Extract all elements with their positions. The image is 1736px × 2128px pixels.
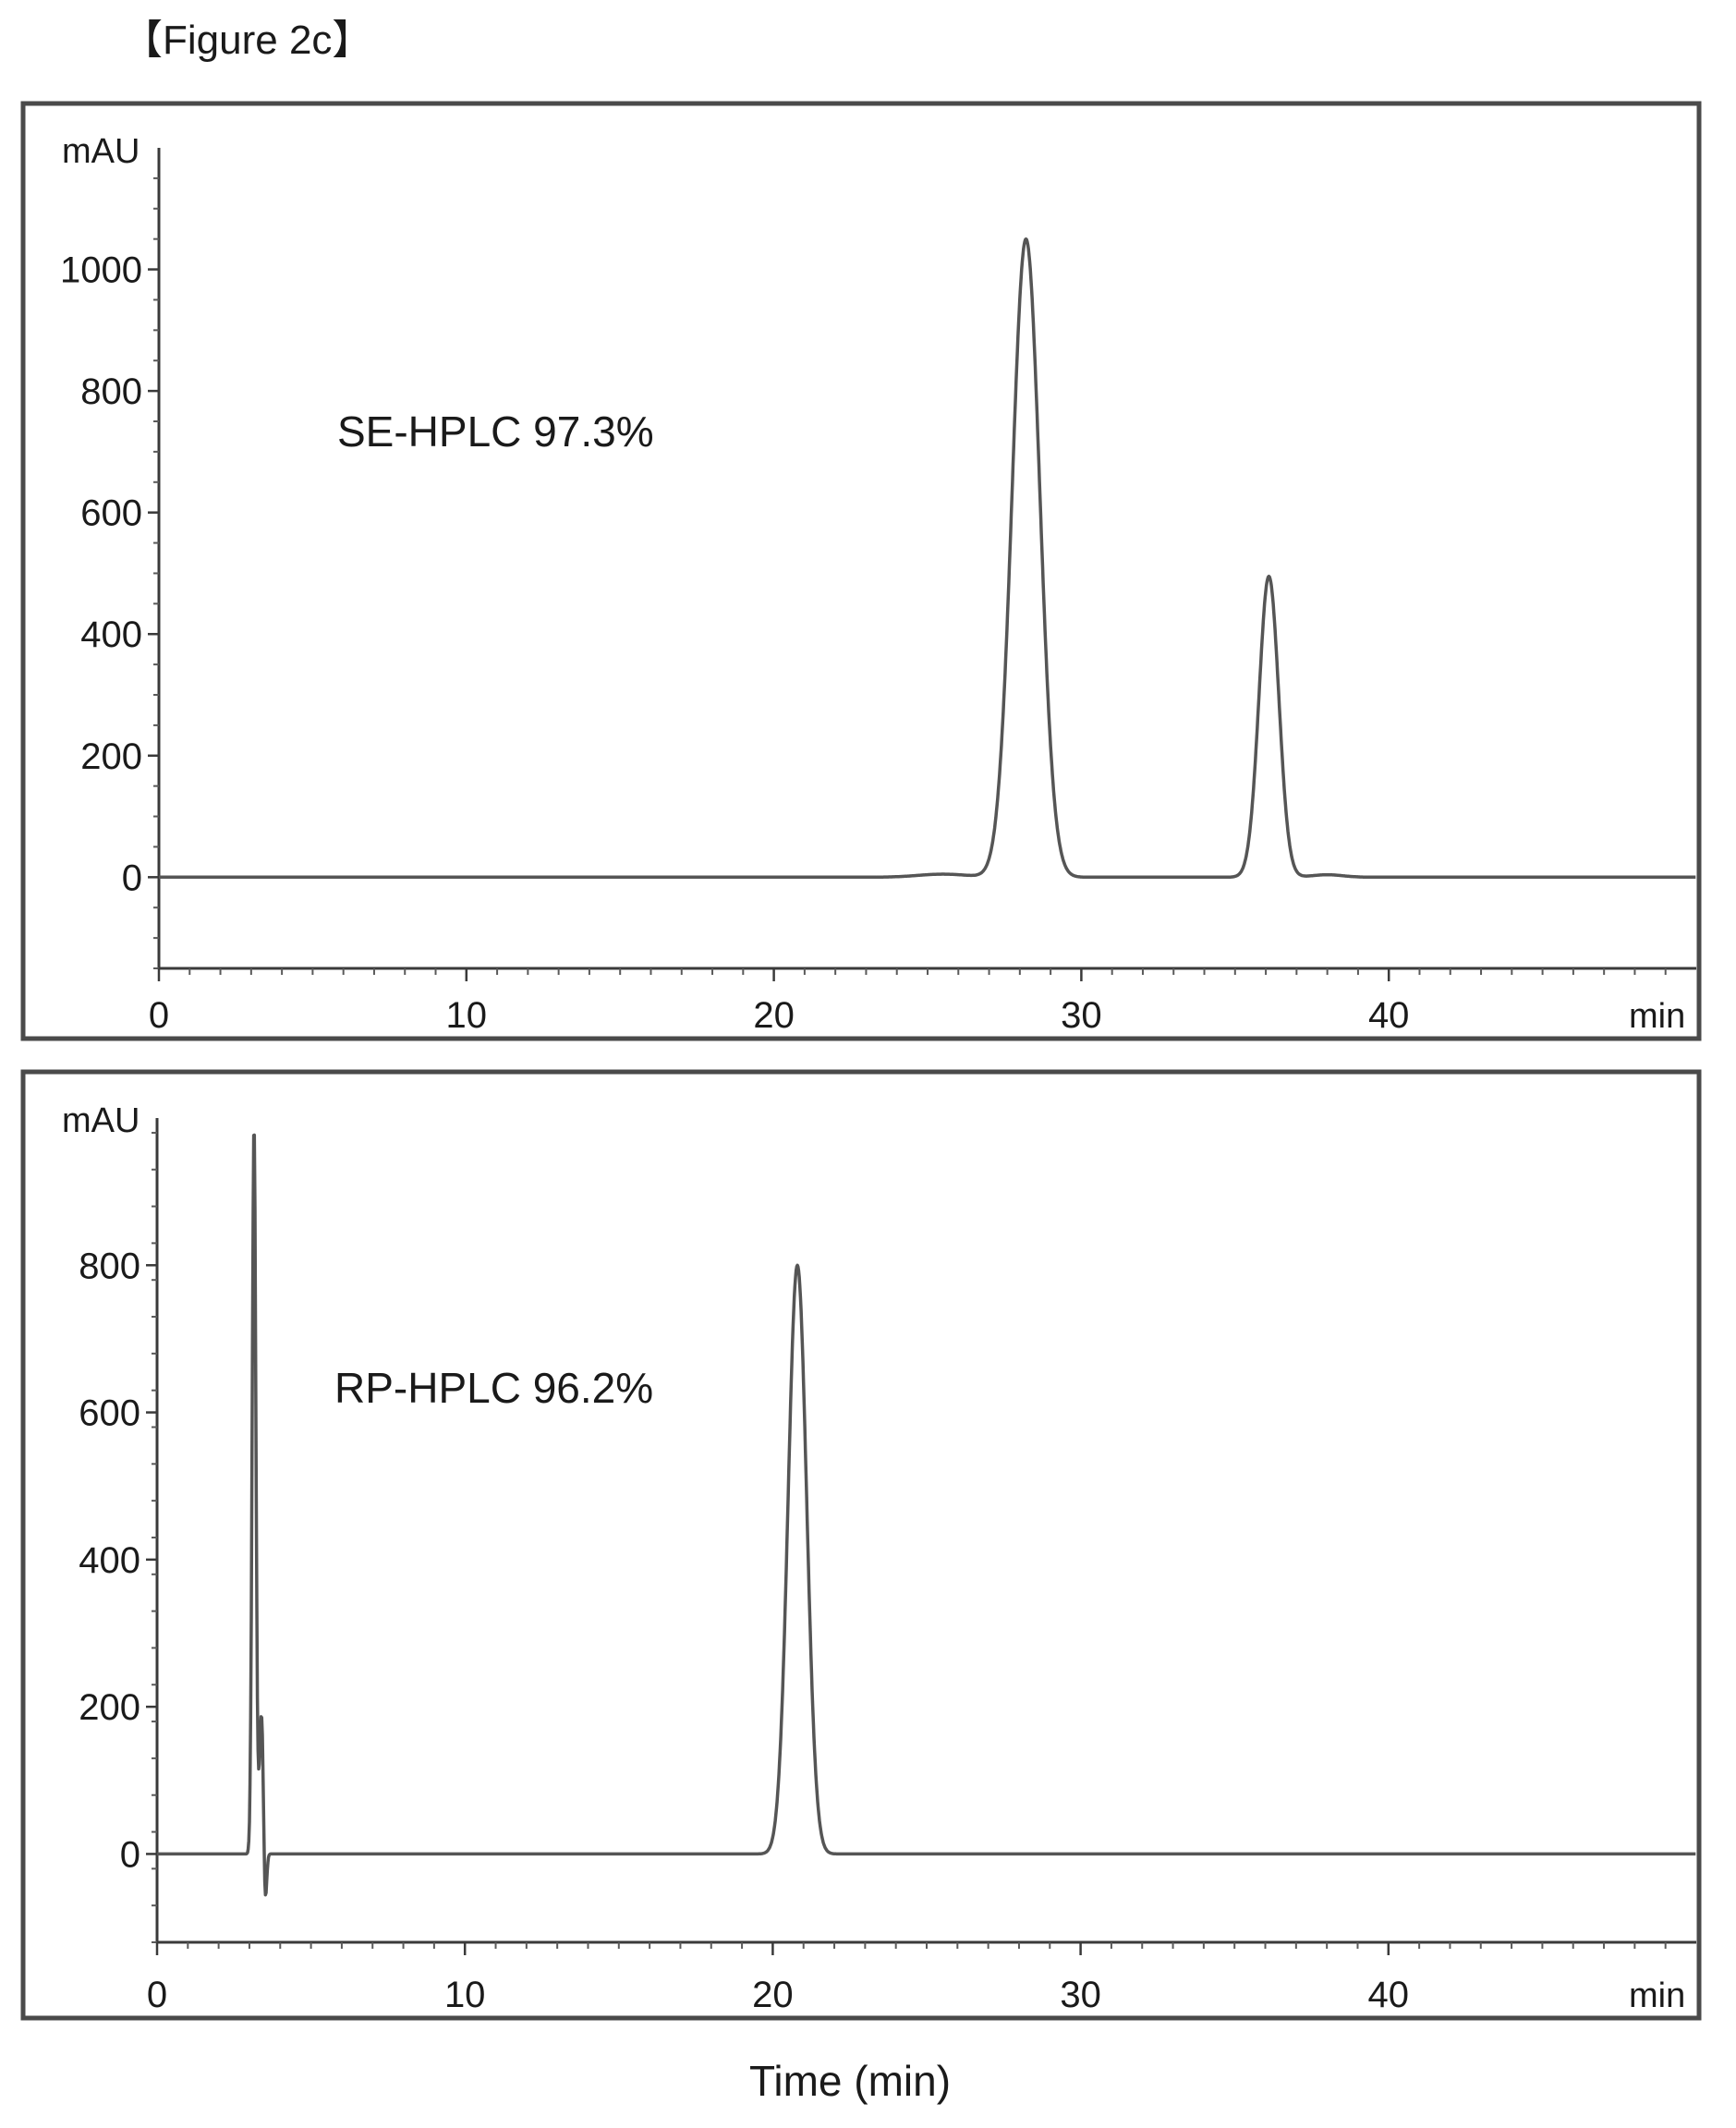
chromatogram-trace xyxy=(155,1133,1697,1897)
y-tick-label: 800 xyxy=(79,1246,140,1286)
y-tick-label: 0 xyxy=(120,1834,140,1875)
y-tick-label: 400 xyxy=(79,1540,140,1581)
y-axis-unit: mAU xyxy=(62,132,140,171)
axes-group: 0 200 400 600 800 1000 0 10 20 30 40 xyxy=(60,148,1696,1036)
panel-se-hplc: SE-HPLC 97.3% mAU min 020040060080010000… xyxy=(20,101,1702,1041)
x-tick-label: 20 xyxy=(753,995,795,1036)
panel-rp-hplc: RP-HPLC 96.2% mAU min 0 200 400 600 800 0 10 20… xyxy=(20,1069,1702,2021)
y-tick-label: 200 xyxy=(80,736,142,777)
x-tick-label: 10 xyxy=(444,1975,486,2015)
panel-annotation: RP-HPLC 96.2% xyxy=(334,1364,653,1412)
y-tick-label: 200 xyxy=(79,1687,140,1728)
y-tick-label: 1000 xyxy=(60,250,142,291)
figure-title: 【Figure 2c】 xyxy=(122,18,373,63)
y-tick-label: 400 xyxy=(80,614,142,655)
x-axis-title: Time (min) xyxy=(749,2057,951,2105)
x-tick-label: 0 xyxy=(147,1975,167,2015)
panel-annotation: SE-HPLC 97.3% xyxy=(337,407,654,456)
x-tick-label: 20 xyxy=(752,1975,794,2015)
x-tick-label: 30 xyxy=(1060,1975,1101,2015)
x-tick-label: 40 xyxy=(1368,995,1410,1036)
x-tick-label: 30 xyxy=(1061,995,1102,1036)
y-tick-label: 600 xyxy=(79,1393,140,1434)
y-tick-label: 800 xyxy=(80,371,142,412)
x-tick-label: 0 xyxy=(149,995,169,1036)
panel-frame xyxy=(20,1069,1702,2021)
x-axis-unit: min xyxy=(1629,997,1685,1036)
y-tick-label: 0 xyxy=(122,857,142,898)
y-tick-label: 600 xyxy=(80,493,142,534)
chromatogram-trace xyxy=(157,237,1697,880)
x-axis-unit: min xyxy=(1629,1976,1685,2015)
axes-group: 0 200 400 600 800 0 10 20 30 40 xyxy=(79,1118,1696,2015)
panel-frame xyxy=(20,101,1702,1041)
x-tick-label: 10 xyxy=(446,995,488,1036)
x-tick-label: 40 xyxy=(1368,1975,1410,2015)
y-axis-unit: mAU xyxy=(62,1101,140,1140)
